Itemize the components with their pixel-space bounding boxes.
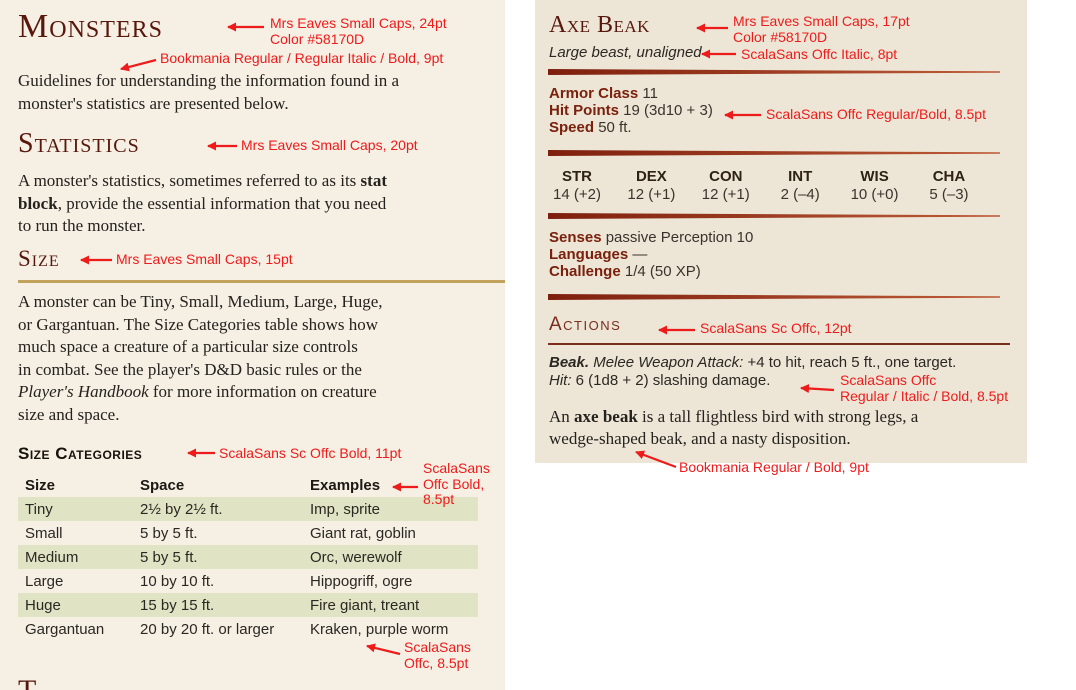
annotation-meta-font: ScalaSans Offc Italic, 8pt <box>741 46 898 62</box>
hit-points-value: 19 (3d10 + 3) <box>623 102 713 119</box>
senses-value: passive Perception 10 <box>605 229 754 246</box>
languages-label: Languages <box>549 246 629 263</box>
intro-paragraph: Guidelines for understanding the informa… <box>18 71 399 113</box>
armor-class-label: Armor Class <box>549 85 639 102</box>
annotation-axe-beak-font: Mrs Eaves Small Caps, 17pt Color #58170D <box>733 13 910 45</box>
size-categories-heading: Size Categories <box>18 444 143 463</box>
size-heading-rule <box>18 280 505 283</box>
hit-points-line: Hit Points 19 (3d10 + 3) <box>549 102 713 119</box>
ability-cha: CHA 5 (–3) <box>929 168 969 203</box>
table-cell-space: 10 by 10 ft. <box>140 572 215 590</box>
stat-block-rule <box>548 294 1000 300</box>
challenge-label: Challenge <box>549 263 621 280</box>
table-row: Large 10 by 10 ft. Hippogriff, ogre <box>18 569 478 593</box>
senses-label: Senses <box>549 229 602 246</box>
table-row: Medium 5 by 5 ft. Orc, werewolf <box>18 545 478 569</box>
table-cell-examples: Hippogriff, ogre <box>310 572 413 590</box>
table-cell-examples: Orc, werewolf <box>310 548 402 566</box>
table-cell-size: Small <box>25 524 63 542</box>
monster-name-heading: Axe Beak <box>549 12 650 38</box>
stat-block-rule <box>548 150 1000 156</box>
table-row: Gargantuan 20 by 20 ft. or larger Kraken… <box>18 617 478 641</box>
languages-line: Languages — <box>549 246 647 263</box>
senses-line: Senses passive Perception 10 <box>549 229 753 246</box>
table-cell-size: Gargantuan <box>25 620 105 638</box>
beak-action-paragraph: Beak. Melee Weapon Attack: +4 to hit, re… <box>549 354 957 389</box>
table-cell-size: Medium <box>25 548 79 566</box>
table-row: Huge 15 by 15 ft. Fire giant, treant <box>18 593 478 617</box>
table-row: Small 5 by 5 ft. Giant rat, goblin <box>18 521 478 545</box>
annotation-body-font: Bookmania Regular / Regular Italic / Bol… <box>160 50 444 66</box>
annotation-table-header-font: ScalaSans Offc Bold, 8.5pt <box>423 460 490 507</box>
table-cell-examples: Giant rat, goblin <box>310 524 416 542</box>
annotation-description-font: Bookmania Regular / Bold, 9pt <box>679 459 869 475</box>
annotation-statistics-font: Mrs Eaves Small Caps, 20pt <box>241 137 418 153</box>
speed-value: 50 ft. <box>598 119 632 136</box>
table-cell-examples: Fire giant, treant <box>310 596 420 614</box>
annotation-statline-font: ScalaSans Offc Regular/Bold, 8.5pt <box>766 106 986 122</box>
stat-block-rule <box>548 213 1000 219</box>
annotation-action-text-font: ScalaSans Offc Regular / Italic / Bold, … <box>840 372 1009 404</box>
table-cell-examples: Kraken, purple worm <box>310 620 449 638</box>
annotation-size-font: Mrs Eaves Small Caps, 15pt <box>116 251 293 267</box>
table-cell-size: Tiny <box>25 500 53 518</box>
actions-heading-rule <box>548 343 1010 345</box>
size-paragraph: A monster can be Tiny, Small, Medium, La… <box>18 292 383 424</box>
monster-type-line: Large beast, unaligned <box>549 44 702 61</box>
actions-heading: Actions <box>549 314 622 335</box>
table-header-space: Space <box>140 476 185 494</box>
stat-block-rule <box>548 69 1000 75</box>
stat-block-background <box>535 0 1027 463</box>
armor-class-line: Armor Class 11 <box>549 85 658 102</box>
table-row: Tiny 2½ by 2½ ft. Imp, sprite <box>18 497 478 521</box>
page-title: Monsters <box>18 8 163 45</box>
ability-wis: WIS 10 (+0) <box>850 168 899 203</box>
table-cell-space: 20 by 20 ft. or larger <box>140 620 275 638</box>
statistics-paragraph: A monster's statistics, sometimes referr… <box>18 171 387 235</box>
table-cell-space: 2½ by 2½ ft. <box>140 500 223 518</box>
challenge-value: 1/4 (50 XP) <box>624 263 701 280</box>
ability-con: CON 12 (+1) <box>701 168 750 203</box>
size-heading: Size <box>18 246 60 271</box>
hit-points-label: Hit Points <box>549 102 619 119</box>
table-cell-space: 15 by 15 ft. <box>140 596 215 614</box>
table-header-size: Size <box>25 476 56 494</box>
table-cell-examples: Imp, sprite <box>310 500 381 518</box>
table-cell-size: Large <box>25 572 64 590</box>
annotation-table-title-font: ScalaSans Sc Offc Bold, 11pt <box>219 445 402 461</box>
ability-dex: DEX 12 (+1) <box>627 168 676 203</box>
table-cell-size: Huge <box>25 596 61 614</box>
table-cell-space: 5 by 5 ft. <box>140 524 198 542</box>
speed-label: Speed <box>549 119 595 136</box>
languages-value: — <box>632 246 648 263</box>
annotation-table-body-font: ScalaSans Offc, 8.5pt <box>404 639 471 671</box>
table-header-examples: Examples <box>310 476 381 494</box>
challenge-line: Challenge 1/4 (50 XP) <box>549 263 701 280</box>
table-cell-space: 5 by 5 ft. <box>140 548 198 566</box>
ability-int: INT 2 (–4) <box>780 168 820 203</box>
statistics-heading: Statistics <box>18 128 140 159</box>
left-page-background <box>0 0 505 690</box>
next-heading-partial-letter: T <box>18 676 36 690</box>
armor-class-value: 11 <box>642 85 658 102</box>
ability-str: STR 14 (+2) <box>553 168 601 203</box>
ability-scores-row: STR 14 (+2) DEX 12 (+1) CON 12 (+1) INT … <box>545 169 981 203</box>
monster-description-paragraph: An axe beak is a tall flightless bird wi… <box>549 407 919 448</box>
speed-line: Speed 50 ft. <box>549 119 632 136</box>
table-header-row: Size Space Examples <box>18 473 478 497</box>
annotation-actions-font: ScalaSans Sc Offc, 12pt <box>700 320 852 336</box>
size-categories-table: Size Space Examples Tiny 2½ by 2½ ft. Im… <box>18 473 478 641</box>
annotation-monsters-font: Mrs Eaves Small Caps, 24pt Color #58170D <box>270 15 447 47</box>
